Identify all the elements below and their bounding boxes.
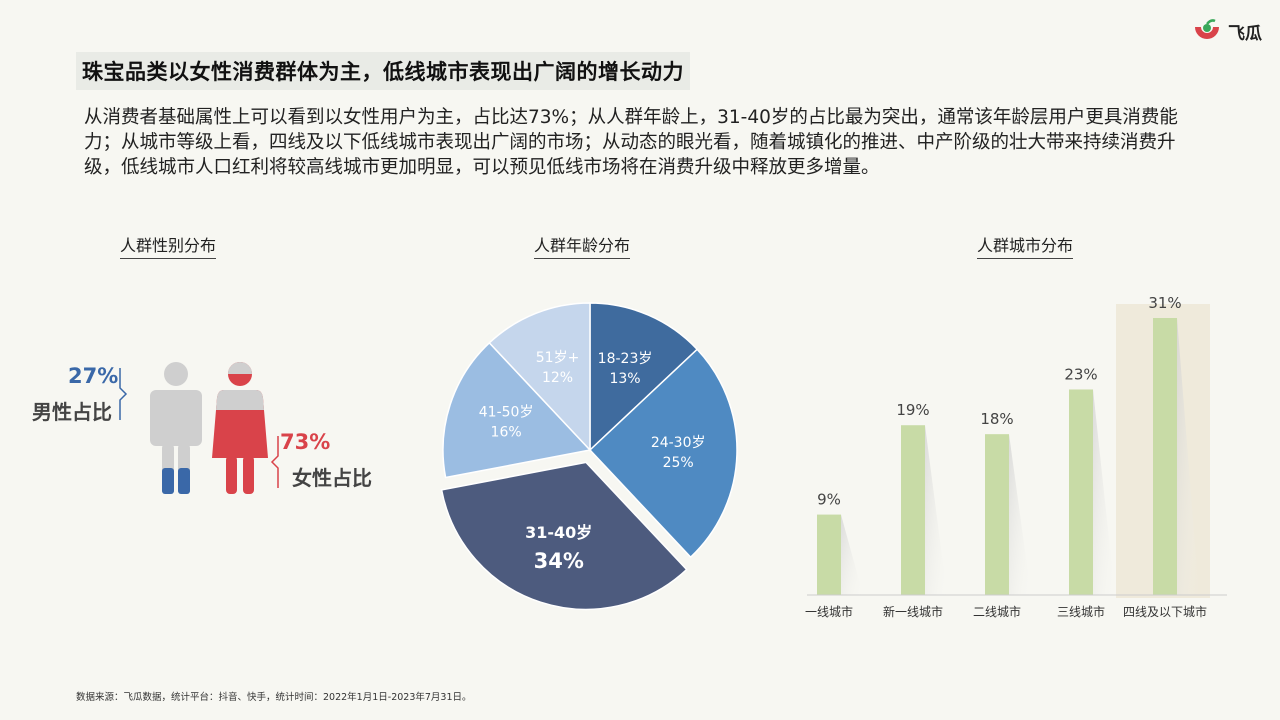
pie-slice-value-label: 25% xyxy=(663,455,694,471)
city-section-title: 人群城市分布 xyxy=(977,232,1074,259)
pie-slice-category-label: 31-40岁 xyxy=(525,523,592,542)
gender-distribution: 27% 男性占比 73% 女性占比 xyxy=(0,350,420,520)
data-source-note: 数据来源：飞瓜数据，统计平台：抖音、快手，统计时间：2022年1月1日-2023… xyxy=(76,692,472,703)
bar-value-label: 23% xyxy=(1064,365,1097,383)
bar-value-label: 19% xyxy=(896,401,929,419)
pie-slice xyxy=(589,302,699,452)
page-title: 珠宝品类以女性消费群体为主，低线城市表现出广阔的增长动力 xyxy=(82,60,684,84)
bar-category-label: 一线城市 xyxy=(805,604,853,619)
bar-value-label: 31% xyxy=(1148,294,1181,312)
age-section-title: 人群年龄分布 xyxy=(534,232,631,259)
city-bar-chart: 9% 一线城市 19% 新一线城市 18% 二线城市 23% 三线城市 31% 四线及以下城市 xyxy=(805,294,1227,619)
pie-slice-value-label: 34% xyxy=(534,549,584,573)
male-figure-icon xyxy=(150,362,202,494)
pie-slice-category-label: 24-30岁 xyxy=(651,435,706,451)
bar-shadow xyxy=(925,425,947,595)
pie-slice xyxy=(588,348,738,559)
brand-name: 飞瓜 xyxy=(1228,23,1262,44)
bar xyxy=(1153,318,1177,595)
pie-slice xyxy=(442,341,592,479)
bar-shadow xyxy=(841,514,863,595)
intro-paragraph: 从消费者基础属性上可以看到以女性用户为主，占比达73%；从人群年龄上，31-40… xyxy=(84,107,1178,178)
bar-value-label: 9% xyxy=(817,491,841,509)
pie-slice-category-label: 51岁+ xyxy=(536,350,580,366)
bar-shadow xyxy=(1093,389,1115,595)
male-label: 男性占比 xyxy=(32,400,112,424)
female-figure-icon xyxy=(212,362,268,494)
gender-section-title: 人群性别分布 xyxy=(120,232,217,259)
female-percent: 73% xyxy=(280,430,331,454)
bar-category-label: 三线城市 xyxy=(1057,604,1105,619)
brand-logo-icon xyxy=(1195,19,1219,39)
bar xyxy=(985,434,1009,595)
bar-shadow xyxy=(1177,318,1199,595)
bar xyxy=(901,425,925,595)
pie-slice-value-label: 13% xyxy=(609,371,640,387)
bar-category-label: 四线及以下城市 xyxy=(1123,604,1207,619)
bar xyxy=(817,514,841,595)
bar-category-label: 二线城市 xyxy=(973,604,1021,619)
age-pie-chart: 18-23岁 13% 24-30岁 25% 31-40岁 34% 41-50岁 16% 51岁+… xyxy=(440,302,738,611)
bar-category-label: 新一线城市 xyxy=(883,604,943,619)
bar xyxy=(1069,389,1093,595)
headline-box: 珠宝品类以女性消费群体为主，低线城市表现出广阔的增长动力 xyxy=(76,52,690,90)
bar-value-label: 18% xyxy=(980,410,1013,428)
male-bracket-icon xyxy=(119,368,128,420)
pie-slice-value-label: 16% xyxy=(491,425,522,441)
male-percent: 27% xyxy=(68,364,119,388)
female-bracket-icon xyxy=(270,436,279,488)
bar-shadow xyxy=(1009,434,1031,595)
brand-logo: 飞瓜 xyxy=(1192,16,1262,46)
female-label: 女性占比 xyxy=(292,466,372,490)
pie-slice-category-label: 18-23岁 xyxy=(598,351,653,367)
pie-slice-value-label: 12% xyxy=(542,370,573,386)
pie-slice xyxy=(440,461,688,611)
pie-slice xyxy=(488,302,591,452)
pie-slice-category-label: 41-50岁 xyxy=(479,405,534,421)
